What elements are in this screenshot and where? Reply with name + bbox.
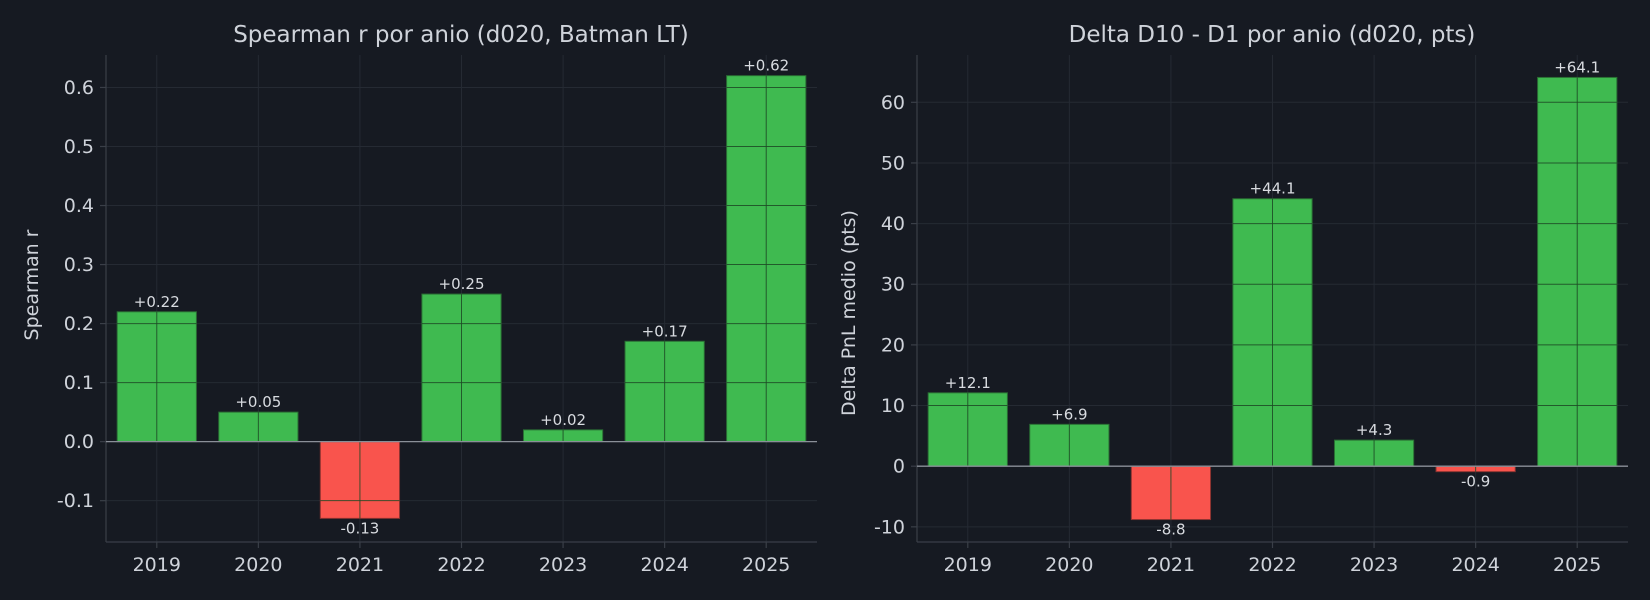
right-data-label: -0.9 [1461,473,1490,491]
right-y-tick-label: -10 [874,516,905,538]
right-y-tick-label: 20 [881,334,905,356]
right-data-label: -8.8 [1156,521,1185,539]
right-x-tick-label: 2024 [1451,554,1499,576]
right-data-label: +4.3 [1356,421,1392,439]
left-y-tick-label: 0.1 [64,372,94,394]
left-y-tick-label: 0.6 [64,77,94,99]
right-chart-title: Delta D10 - D1 por anio (d020, pts) [1069,22,1476,48]
left-x-tick-label: 2020 [234,554,282,576]
left-data-label: -0.13 [341,519,380,537]
right-data-label: +44.1 [1250,180,1296,198]
left-data-label: +0.05 [235,393,281,411]
left-y-tick-label: 0.2 [64,313,94,335]
right-y-tick-label: 60 [881,92,905,114]
right-chart-panel: Delta D10 - D1 por anio (d020, pts) Delt… [838,22,1628,576]
right-x-tick-label: 2021 [1147,554,1195,576]
left-data-label: +0.22 [134,293,180,311]
right-chart-y-axis-label: Delta PnL medio (pts) [838,210,860,416]
left-data-label: +0.25 [439,275,485,293]
left-y-tick-label: 0.0 [64,431,94,453]
left-x-tick-label: 2022 [437,554,485,576]
left-grid [106,55,817,542]
right-y-tick-label: 10 [881,395,905,417]
left-x-tick-label: 2019 [133,554,181,576]
left-y-tick-label: 0.4 [64,195,94,217]
left-x-tick-label: 2024 [640,554,688,576]
left-chart-title: Spearman r por anio (d020, Batman LT) [233,22,689,48]
left-y-tick-label: 0.5 [64,136,94,158]
left-x-tick-label: 2021 [336,554,384,576]
left-y-tick-label: -0.1 [57,490,94,512]
left-x-tick-label: 2025 [742,554,790,576]
right-y-tick-label: 30 [881,274,905,296]
right-x-tick-label: 2022 [1248,554,1296,576]
left-x-tick-label: 2023 [539,554,587,576]
left-data-label: +0.02 [540,411,586,429]
left-data-label: +0.17 [642,322,688,340]
left-y-tick-label: 0.3 [64,254,94,276]
left-data-label: +0.62 [743,57,789,75]
right-data-label: +64.1 [1554,58,1600,76]
right-data-label: +6.9 [1051,405,1087,423]
right-y-tick-label: 0 [893,456,905,478]
right-x-tick-label: 2020 [1045,554,1093,576]
right-y-tick-label: 40 [881,213,905,235]
left-chart-panel: Spearman r por anio (d020, Batman LT) Sp… [21,22,817,576]
right-x-tick-label: 2025 [1553,554,1601,576]
right-x-tick-label: 2023 [1350,554,1398,576]
right-y-tick-label: 50 [881,152,905,174]
right-data-label: +12.1 [945,374,991,392]
left-chart-y-axis-label: Spearman r [21,229,43,340]
right-x-tick-label: 2019 [944,554,992,576]
